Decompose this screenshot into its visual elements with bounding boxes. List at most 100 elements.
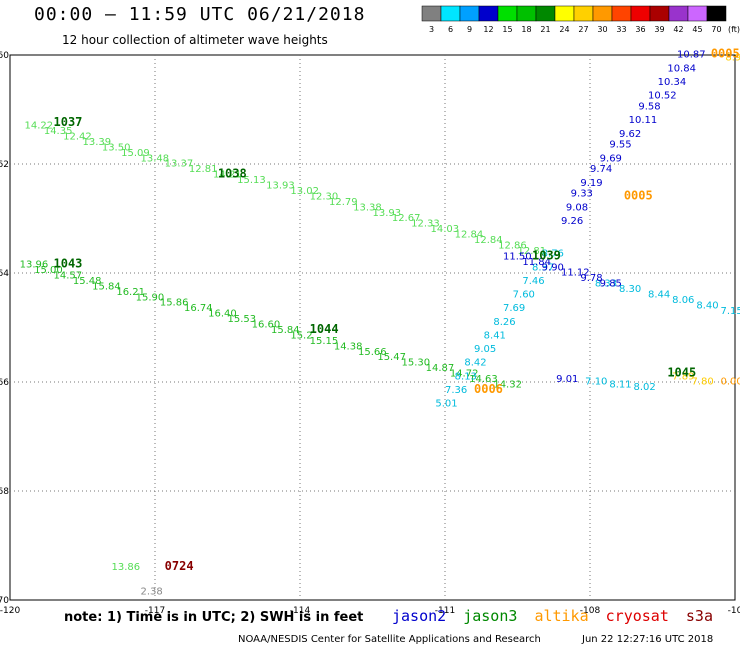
scale-label: 30 xyxy=(597,25,607,34)
plot-frame xyxy=(9,54,736,601)
footer-note: note: 1) Time is in UTC; 2) SWH is in fe… xyxy=(64,610,364,625)
swh-value: 8.13 xyxy=(455,371,477,382)
time-annotation: 0005 xyxy=(711,47,740,61)
y-tick-label: -62 xyxy=(0,160,9,170)
swh-value: 15.00 xyxy=(34,265,63,276)
y-tick-label: -64 xyxy=(0,269,9,279)
x-tick-label: -117 xyxy=(145,606,165,616)
swh-value: 8.11 xyxy=(609,379,631,390)
time-annotation: 1037 xyxy=(54,115,83,129)
swh-value: 8.33 xyxy=(595,279,617,290)
swh-value: 15.15 xyxy=(310,336,339,347)
swh-value: 16.21 xyxy=(116,287,145,298)
y-tick-label: -60 xyxy=(0,51,9,61)
swh-value: 7.80 xyxy=(692,377,714,388)
scale-swatch xyxy=(421,5,442,22)
swh-value: 14.35 xyxy=(44,126,73,137)
scale-swatch xyxy=(535,5,556,22)
scale-label: 27 xyxy=(578,25,588,34)
swh-value: 8.26 xyxy=(493,317,515,328)
scale-label: 24 xyxy=(559,25,569,34)
scale-swatch xyxy=(497,5,518,22)
swh-value: 7.89 xyxy=(672,371,694,382)
swh-value: 9.78 xyxy=(580,273,602,284)
swh-value: 15.48 xyxy=(73,276,102,287)
swh-value: 0.00 xyxy=(721,377,740,388)
scale-label: 45 xyxy=(692,25,702,34)
swh-value: 7.36 xyxy=(445,385,467,396)
scale-label: 3 xyxy=(429,25,434,34)
scale-label: 9 xyxy=(467,25,472,34)
time-annotation: 1044 xyxy=(310,322,339,336)
swh-value: 13.38 xyxy=(353,202,382,213)
swh-value: 14.63 xyxy=(469,374,498,385)
swh-value: 2.38 xyxy=(141,587,163,598)
swh-value: 12.79 xyxy=(329,197,358,208)
swh-value: 11.84 xyxy=(522,257,551,268)
time-annotation: 0005 xyxy=(624,188,653,202)
swh-value: 14.03 xyxy=(431,224,460,235)
swh-value: 14.22 xyxy=(25,121,54,132)
scale-label: 33 xyxy=(616,25,626,34)
swh-value: 12.84 xyxy=(474,235,503,246)
swh-value: 5.01 xyxy=(435,399,457,410)
swh-value: 14.21 xyxy=(213,170,242,181)
legend-altika: altika xyxy=(534,607,589,625)
swh-value: 7.10 xyxy=(585,377,607,388)
swh-value: 9.33 xyxy=(571,189,593,200)
swh-value: 8.42 xyxy=(464,358,486,369)
swh-value: 13.93 xyxy=(373,208,402,219)
swh-value: 10.87 xyxy=(677,50,706,61)
swh-value: 14.87 xyxy=(426,363,455,374)
swh-value: 15.86 xyxy=(160,298,189,309)
swh-value: 13.39 xyxy=(83,137,112,148)
swh-value: 10.84 xyxy=(667,63,696,74)
swh-value: 9.85 xyxy=(600,279,622,290)
satellite-legend: jason2 jason3 altika cryosat s3a xyxy=(392,607,721,625)
time-annotation: 1039 xyxy=(532,248,561,262)
swh-value: 15.84 xyxy=(271,325,300,336)
y-tick-label: -66 xyxy=(0,378,9,388)
swh-value: 13.02 xyxy=(290,186,319,197)
swh-value: 12.67 xyxy=(392,213,421,224)
swh-value: 13.93 xyxy=(266,181,295,192)
swh-value: 13.96 xyxy=(20,260,49,271)
scale-label: 70 xyxy=(711,25,721,34)
swh-value: 8.06 xyxy=(672,295,694,306)
swh-value: 15.13 xyxy=(237,175,266,186)
legend-s3a: s3a xyxy=(685,607,713,625)
swh-value: 7.69 xyxy=(503,303,525,314)
swh-value: 9.26 xyxy=(561,216,583,227)
map-title: 00:00 — 11:59 UTC 06/21/2018 xyxy=(34,4,366,25)
generated-time: Jun 22 12:27:16 UTC 2018 xyxy=(582,634,714,645)
swh-value: 8.97 xyxy=(725,52,740,63)
scale-swatch xyxy=(516,5,537,22)
swh-value: 12.33 xyxy=(411,219,440,230)
scale-label: 39 xyxy=(654,25,664,34)
scale-label: 15 xyxy=(502,25,512,34)
swh-value: 8.44 xyxy=(648,290,670,301)
legend-cryosat: cryosat xyxy=(605,607,669,625)
scale-swatch xyxy=(573,5,594,22)
swh-value: 13.48 xyxy=(141,153,170,164)
swh-value: 15.09 xyxy=(121,148,150,159)
scale-label: 36 xyxy=(635,25,645,34)
swh-value: 10.52 xyxy=(648,91,677,102)
scale-swatch xyxy=(630,5,651,22)
scale-swatch xyxy=(649,5,670,22)
swh-value: 14.72 xyxy=(450,369,479,380)
swh-value: 8.02 xyxy=(634,382,656,393)
scale-swatch xyxy=(554,5,575,22)
x-tick-label: -10 xyxy=(728,606,740,616)
swh-value: 9.90 xyxy=(542,262,564,273)
swh-value: 10.11 xyxy=(629,115,658,126)
swh-value: 16.60 xyxy=(252,320,281,331)
x-tick-label: -108 xyxy=(580,606,601,616)
swh-value: 8.37 xyxy=(532,262,554,273)
swh-value: 16.40 xyxy=(208,309,237,320)
swh-value: 15.90 xyxy=(136,292,165,303)
scale-label: 42 xyxy=(673,25,683,34)
scale-swatch xyxy=(668,5,689,22)
scale-label: 6 xyxy=(448,25,453,34)
